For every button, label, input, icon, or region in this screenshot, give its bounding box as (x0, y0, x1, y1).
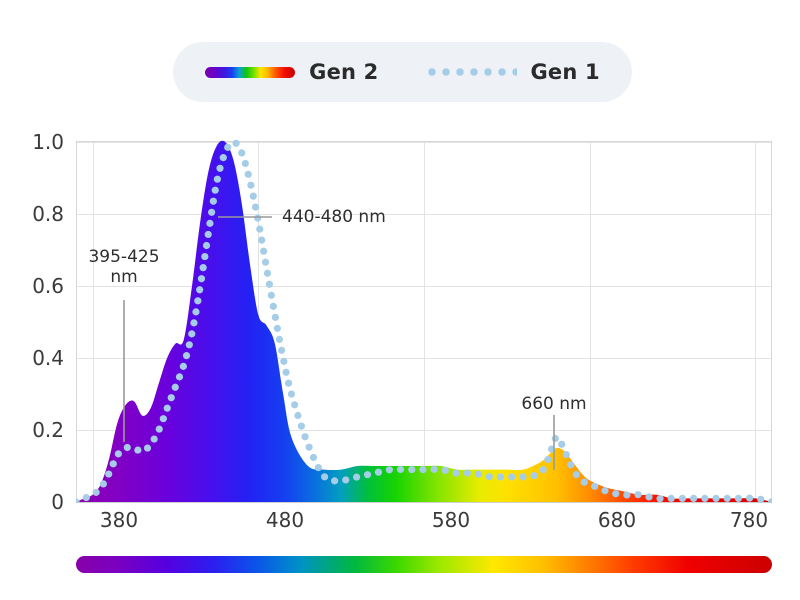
annotation-leader-lines (123, 216, 555, 470)
visible-spectrum-bar (76, 556, 772, 573)
y-tick-0-2: 0.2 (32, 418, 64, 442)
plot-frame (76, 141, 772, 503)
series-gen2-area (76, 140, 772, 503)
y-tick-0-8: 0.8 (32, 202, 64, 226)
x-tick-580: 580 (431, 508, 471, 532)
y-axis-ticks: 1.0 0.8 0.6 0.4 0.2 0 (12, 0, 64, 600)
x-tick-680: 680 (597, 508, 637, 532)
legend-label-gen2: Gen 2 (309, 60, 379, 84)
annotation-660-nm: 660 nm (521, 394, 587, 414)
legend-label-gen1: Gen 1 (530, 60, 600, 84)
annotation-395-425-line1: 395-425 (88, 247, 160, 267)
y-tick-0-6: 0.6 (32, 274, 64, 298)
y-tick-0: 0 (51, 490, 64, 514)
annotation-395-425-nm: 395-425 nm (88, 247, 160, 287)
chart-legend: Gen 2 Gen 1 (173, 42, 632, 102)
series-gen1-dotted (76, 139, 772, 503)
x-tick-380: 380 (99, 508, 139, 532)
annotation-395-425-line2: nm (110, 266, 138, 287)
y-tick-0-4: 0.4 (32, 346, 64, 370)
y-tick-1-0: 1.0 (32, 130, 64, 154)
spectrum-gradient-icon (205, 66, 296, 78)
annotation-440-480-nm: 440-480 nm (282, 207, 386, 227)
x-tick-780: 780 (729, 508, 769, 532)
legend-item-gen1[interactable]: Gen 1 (424, 60, 600, 84)
x-tick-480: 480 (265, 508, 305, 532)
legend-item-gen2[interactable]: Gen 2 (205, 60, 378, 84)
dotted-line-icon (424, 68, 517, 76)
